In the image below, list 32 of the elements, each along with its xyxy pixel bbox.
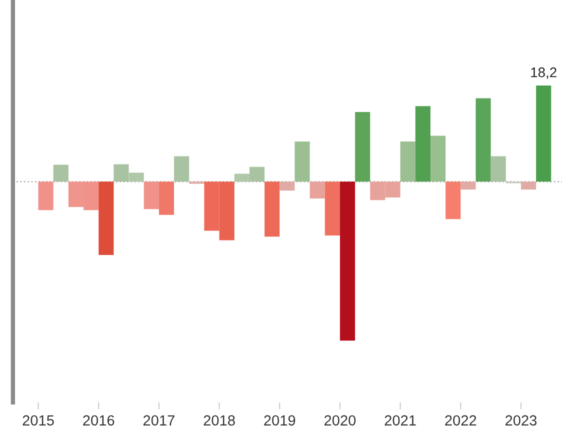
bar xyxy=(38,182,54,210)
bar xyxy=(264,182,280,237)
bar xyxy=(294,142,310,182)
bar xyxy=(158,182,174,215)
data-label: 18,2 xyxy=(531,67,556,79)
bar xyxy=(490,156,506,182)
bar xyxy=(340,182,356,341)
x-tick-label: 2018 xyxy=(204,415,235,426)
bar xyxy=(446,182,461,220)
x-tick-label: 2019 xyxy=(264,415,296,426)
x-tick-label: 2022 xyxy=(445,415,476,426)
bar xyxy=(280,182,295,191)
bar xyxy=(536,86,552,182)
bar xyxy=(324,182,340,236)
bar xyxy=(310,182,325,199)
x-tick-label: 2016 xyxy=(83,415,114,426)
bar xyxy=(144,182,159,210)
bar xyxy=(53,164,68,182)
x-tick-label: 2015 xyxy=(22,415,54,426)
bar xyxy=(174,156,190,182)
bar xyxy=(460,182,476,190)
bar xyxy=(415,106,430,182)
x-tick-label: 2023 xyxy=(505,415,537,426)
x-tick-label: 2021 xyxy=(384,415,416,426)
bar xyxy=(355,112,370,182)
bar xyxy=(400,142,416,182)
bar xyxy=(98,182,114,256)
x-tick-label: 2020 xyxy=(324,415,356,426)
bar xyxy=(430,136,446,182)
x-tick-label: 2017 xyxy=(143,415,174,426)
bar xyxy=(476,98,491,182)
bar xyxy=(520,182,536,190)
